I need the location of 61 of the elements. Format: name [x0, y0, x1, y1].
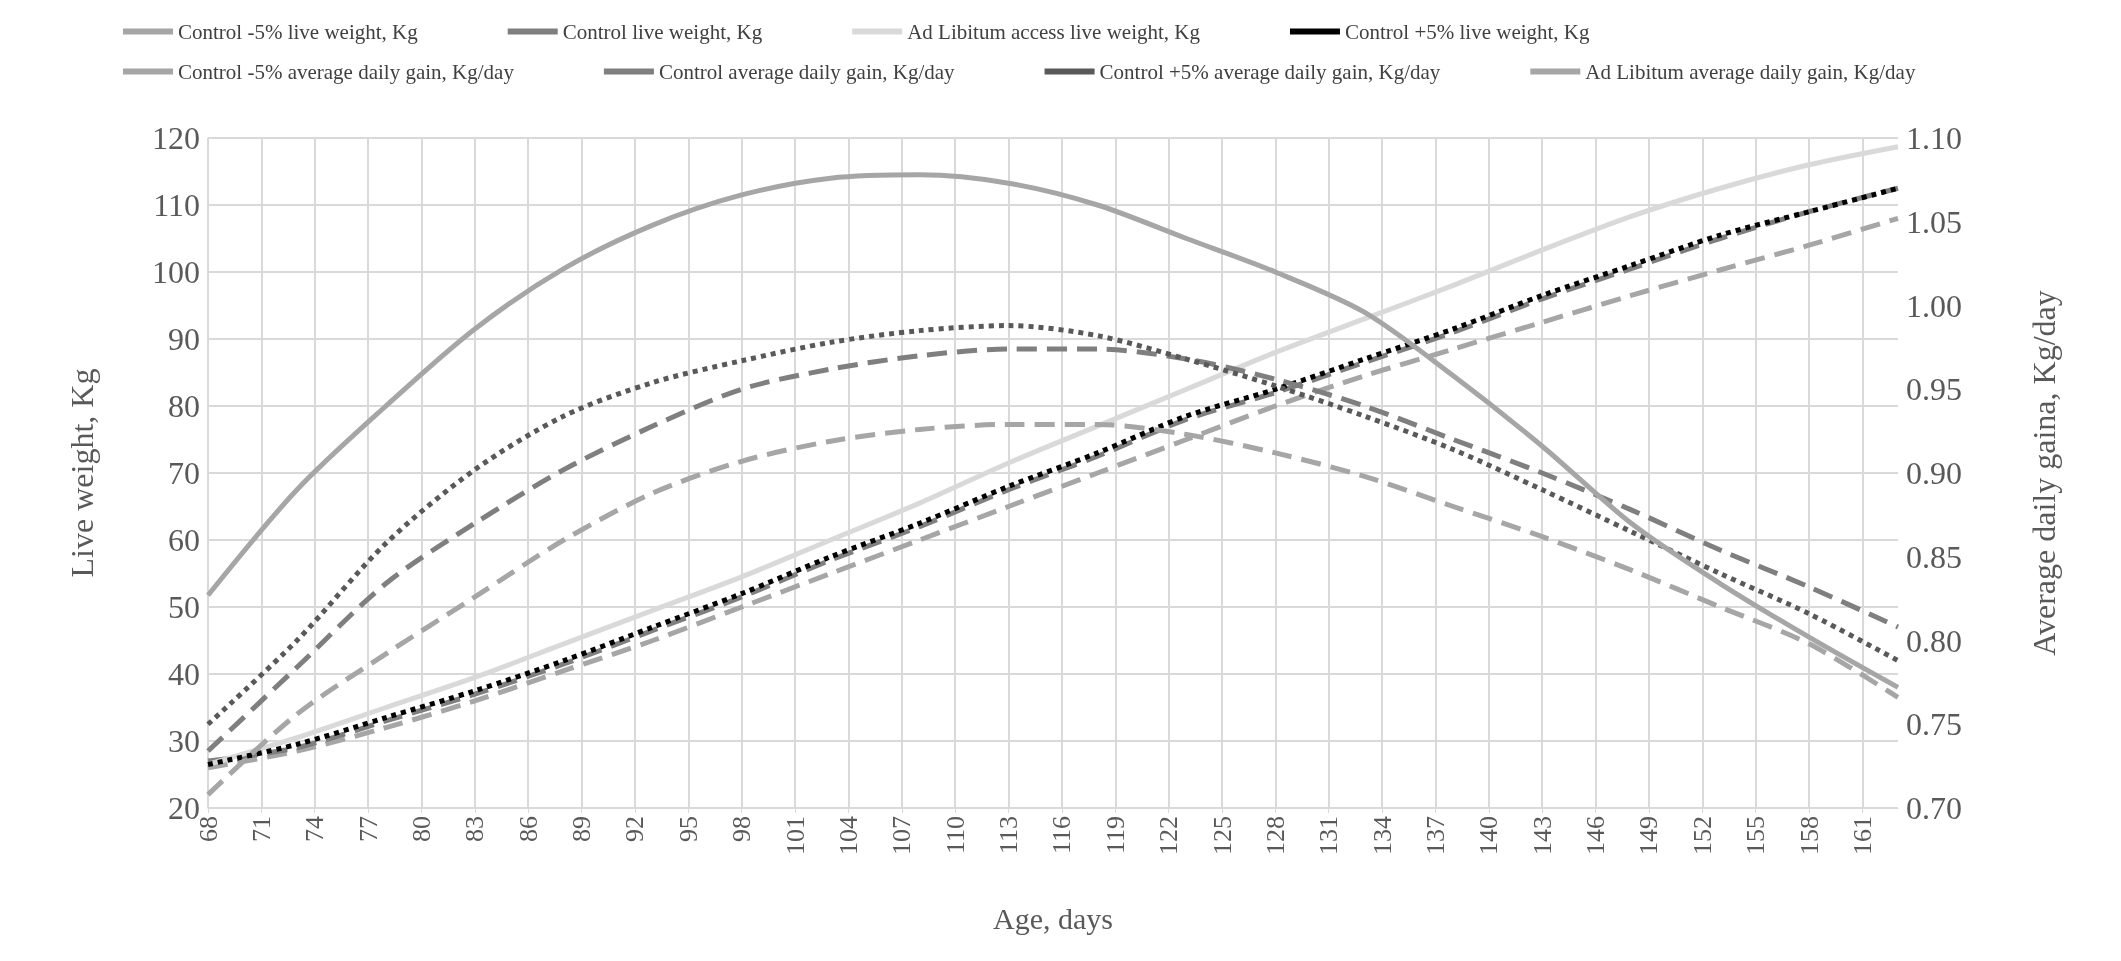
- legend-label: Control +5% average daily gain, Kg/day: [1099, 59, 1441, 84]
- x-tick-label: 161: [1847, 816, 1877, 855]
- x-tick-label: 92: [620, 816, 650, 842]
- x-tick-label: 89: [567, 816, 597, 842]
- legend-label: Ad Libitum access live weight, Kg: [907, 19, 1201, 44]
- y-tick-label: 70: [168, 455, 200, 491]
- legend-label: Control +5% live weight, Kg: [1344, 19, 1591, 44]
- y2-tick-label: 0.80: [1906, 622, 1962, 659]
- y-tick-label: 80: [168, 388, 200, 424]
- x-tick-label: 128: [1260, 816, 1290, 855]
- legend-label: Control average daily gain, Kg/day: [658, 59, 956, 84]
- x-tick-label: 155: [1741, 816, 1771, 855]
- x-tick-label: 101: [780, 816, 810, 855]
- x-tick-label: 131: [1314, 816, 1344, 855]
- x-tick-label: 95: [673, 816, 703, 842]
- y2-tick-label: 0.95: [1906, 371, 1962, 408]
- y2-tick-label: 1.10: [1906, 120, 1962, 156]
- x-tick-label: 113: [994, 816, 1024, 855]
- y2-tick-label: 0.75: [1906, 706, 1962, 743]
- x-tick-label: 143: [1527, 816, 1557, 855]
- y-tick-label: 100: [152, 254, 200, 290]
- x-tick-label: 137: [1420, 816, 1450, 855]
- x-tick-label: 116: [1047, 816, 1077, 855]
- x-tick-label: 146: [1581, 816, 1611, 855]
- y2-tick-label: 0.85: [1906, 538, 1962, 575]
- x-tick-label: 98: [727, 816, 757, 842]
- y-tick-label: 40: [168, 656, 200, 692]
- x-tick-label: 80: [406, 816, 436, 842]
- x-tick-label: 119: [1100, 816, 1130, 855]
- y2-tick-label: 1.00: [1906, 287, 1962, 324]
- legend-label: Ad Libitum average daily gain, Kg/day: [1585, 59, 1916, 84]
- x-tick-label: 134: [1367, 816, 1397, 855]
- y2-axis-title: Average daily gaina, Kg/day: [2026, 290, 2062, 656]
- x-tick-label: 86: [513, 816, 543, 842]
- y2-tick-label: 0.90: [1906, 455, 1962, 491]
- y-tick-label: 30: [168, 723, 200, 759]
- x-tick-label: 152: [1687, 816, 1717, 855]
- y2-tick-label: 1.05: [1906, 203, 1962, 240]
- x-tick-label: 110: [940, 816, 970, 855]
- x-tick-label: 71: [246, 816, 276, 842]
- y-tick-label: 120: [152, 120, 200, 156]
- legend-label: Control -5% live weight, Kg: [178, 19, 419, 44]
- x-tick-label: 125: [1207, 816, 1237, 855]
- x-axis-title: Age, days: [993, 901, 1113, 935]
- legend-label: Control live weight, Kg: [562, 19, 763, 44]
- x-tick-label: 122: [1154, 816, 1184, 855]
- legend-label: Control -5% average daily gain, Kg/day: [178, 59, 515, 84]
- x-tick-label: 149: [1634, 816, 1664, 855]
- x-tick-label: 83: [460, 816, 490, 842]
- y-tick-label: 90: [168, 321, 200, 357]
- x-tick-label: 140: [1474, 816, 1504, 855]
- x-tick-label: 77: [353, 816, 383, 842]
- x-tick-label: 107: [887, 816, 917, 855]
- x-tick-label: 158: [1794, 816, 1824, 855]
- x-tick-label: 74: [300, 816, 330, 842]
- y-axis-title: Live weight, Kg: [64, 368, 100, 578]
- y-tick-label: 50: [168, 589, 200, 625]
- y-tick-label: 60: [168, 522, 200, 558]
- y-tick-label: 110: [153, 187, 200, 223]
- y2-tick-label: 0.70: [1906, 790, 1962, 826]
- x-tick-label: 104: [833, 816, 863, 855]
